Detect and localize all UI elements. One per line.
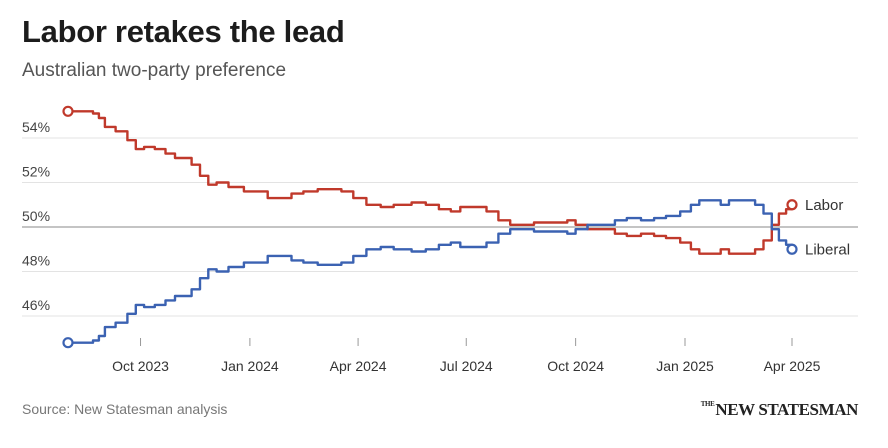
labor-start-point [62, 105, 74, 117]
y-tick-label: 54% [22, 119, 50, 135]
x-axis-ticks: Oct 2023 Jan 2024 Apr 2024 Jul 2024 Oct 2024… [112, 338, 821, 374]
x-tick-label: Jul 2024 [440, 358, 493, 374]
y-tick-label: 50% [22, 208, 50, 224]
x-tick-label: Jan 2025 [656, 358, 714, 374]
x-tick-label: Jan 2024 [221, 358, 279, 374]
y-tick-label: 52% [22, 164, 50, 180]
logo-main-text: NEW STATESMAN [715, 400, 858, 419]
liberal-end-point [786, 243, 798, 255]
gridlines [22, 137, 858, 317]
publisher-logo: THENEW STATESMAN [700, 400, 859, 420]
liberal-series-label: Liberal [805, 241, 850, 258]
series-labels: Labor Liberal [805, 197, 850, 259]
x-tick-label: Apr 2024 [330, 358, 387, 374]
source-note: Source: New Statesman analysis [22, 401, 228, 417]
x-tick-label: Oct 2024 [547, 358, 604, 374]
chart-title: Labor retakes the lead [22, 14, 345, 49]
y-axis-ticks: 46% 48% 50% 52% 54% [22, 119, 50, 313]
liberal-line [68, 199, 794, 344]
labor-line [68, 110, 794, 255]
liberal-start-point [62, 337, 74, 349]
logo-small-text: THE [700, 400, 715, 408]
line-chart: 46% 48% 50% 52% 54% Oct 2023 Jan 2024 Apr 2024… [22, 105, 858, 374]
chart-subtitle: Australian two-party preference [22, 60, 287, 81]
x-tick-label: Apr 2025 [764, 358, 821, 374]
series-lines [62, 105, 798, 349]
y-tick-label: 48% [22, 253, 50, 269]
x-tick-label: Oct 2023 [112, 358, 169, 374]
labor-end-point [786, 199, 798, 211]
y-tick-label: 46% [22, 297, 50, 313]
labor-series-label: Labor [805, 197, 843, 214]
